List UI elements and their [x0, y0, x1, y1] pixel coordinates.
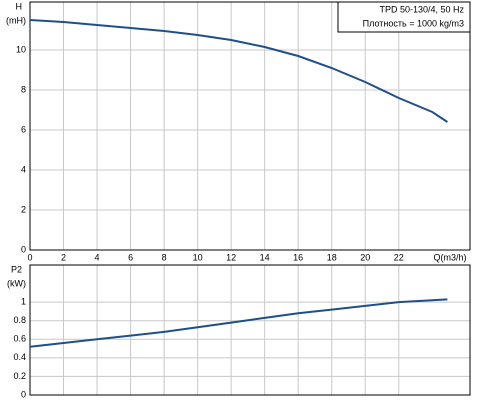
y-axis-unit: (kW) [7, 278, 26, 288]
x-tick-label: 16 [293, 252, 303, 262]
legend-box [337, 1, 471, 33]
x-tick-label: 4 [95, 252, 100, 262]
x-tick-label: 12 [226, 252, 236, 262]
legend-text: Плотность = 1000 kg/m3 [363, 18, 464, 28]
plot-frame [29, 264, 471, 396]
y-tick-label: 0.4 [13, 352, 26, 362]
y-tick-label: 0 [21, 389, 26, 399]
y-tick-label: 8 [21, 84, 26, 94]
y-tick-label: 0.8 [13, 315, 26, 325]
y-tick-label: 4 [21, 164, 26, 174]
y-tick-label: 0 [21, 244, 26, 254]
x-tick-label: 10 [193, 252, 203, 262]
y-tick-label: 1 [21, 297, 26, 307]
y-axis-label: P2 [11, 264, 22, 274]
y-tick-label: 0.6 [13, 334, 26, 344]
y-axis-label: H [16, 1, 23, 11]
x-axis-label: Q(m3/h) [433, 252, 466, 262]
x-tick-label: 20 [360, 252, 370, 262]
y-tick-label: 2 [21, 204, 26, 214]
plot-frame [29, 1, 471, 251]
x-tick-label: 18 [327, 252, 337, 262]
curve [29, 298, 448, 348]
x-tick-label: 6 [128, 252, 133, 262]
y-tick-label: 6 [21, 124, 26, 134]
x-tick-label: 22 [394, 252, 404, 262]
x-tick-label: 8 [162, 252, 167, 262]
y-axis-unit: (mH) [6, 15, 26, 25]
y-tick-label: 0.2 [13, 371, 26, 381]
x-tick-label: 0 [27, 252, 32, 262]
x-tick-label: 2 [61, 252, 66, 262]
y-tick-label: 10 [16, 44, 26, 54]
x-tick-label: 14 [260, 252, 270, 262]
curve [29, 19, 448, 123]
legend-text: TPD 50-130/4, 50 Hz [379, 4, 464, 14]
